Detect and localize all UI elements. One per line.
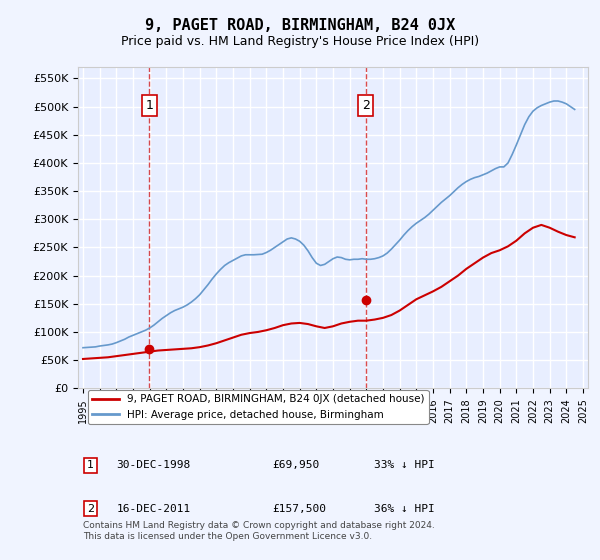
Text: 36% ↓ HPI: 36% ↓ HPI	[374, 503, 434, 514]
Text: 2: 2	[87, 503, 94, 514]
Text: 16-DEC-2011: 16-DEC-2011	[116, 503, 191, 514]
Text: 33% ↓ HPI: 33% ↓ HPI	[374, 460, 434, 470]
Text: Contains HM Land Registry data © Crown copyright and database right 2024.
This d: Contains HM Land Registry data © Crown c…	[83, 521, 435, 541]
Legend: 9, PAGET ROAD, BIRMINGHAM, B24 0JX (detached house), HPI: Average price, detache: 9, PAGET ROAD, BIRMINGHAM, B24 0JX (deta…	[88, 390, 428, 424]
Text: 30-DEC-1998: 30-DEC-1998	[116, 460, 191, 470]
Text: £157,500: £157,500	[272, 503, 326, 514]
Text: Price paid vs. HM Land Registry's House Price Index (HPI): Price paid vs. HM Land Registry's House …	[121, 35, 479, 49]
Text: 9, PAGET ROAD, BIRMINGHAM, B24 0JX: 9, PAGET ROAD, BIRMINGHAM, B24 0JX	[145, 18, 455, 32]
Text: £69,950: £69,950	[272, 460, 319, 470]
Text: 1: 1	[145, 99, 153, 112]
Text: 1: 1	[87, 460, 94, 470]
Text: 2: 2	[362, 99, 370, 112]
